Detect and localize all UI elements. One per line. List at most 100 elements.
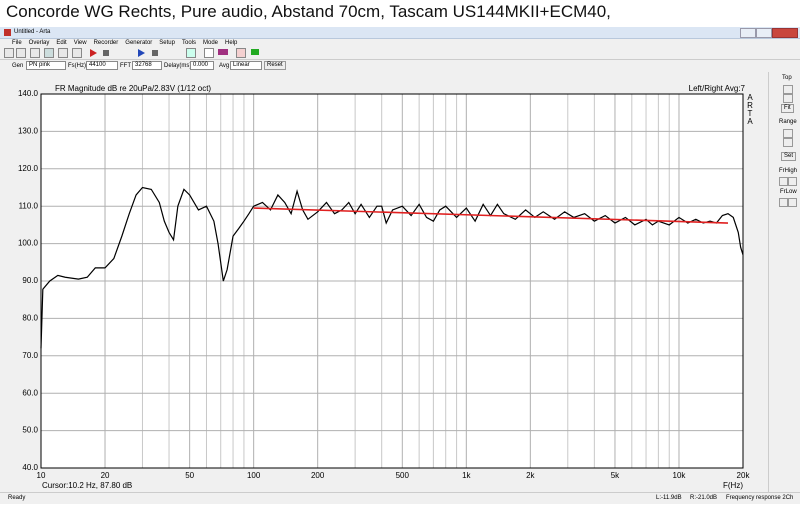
top-label: Top <box>782 75 792 81</box>
x-tick-label: 100 <box>247 471 261 480</box>
tool-g1[interactable] <box>186 48 196 58</box>
y-tick-label: 70.0 <box>22 351 38 360</box>
title-bar: Untitled - Arta <box>0 27 800 39</box>
y-tick-label: 100.0 <box>18 239 39 248</box>
avg-select[interactable]: Linear <box>230 61 262 70</box>
fs-label: Fs(Hz) <box>68 63 86 69</box>
y-tick-label: 120.0 <box>18 164 39 173</box>
menu-item[interactable]: View <box>73 40 87 46</box>
fft-label: FFT <box>120 63 131 69</box>
menu-item[interactable]: File <box>12 40 22 46</box>
range-label: Range <box>779 119 797 125</box>
tool-stop[interactable] <box>103 50 109 56</box>
delay-input[interactable]: 0.000 <box>190 61 214 70</box>
reset-button[interactable]: Reset <box>264 61 286 70</box>
chart-title: FR Magnitude dB re 20uPa/2.83V (1/12 oct… <box>55 84 211 93</box>
y-tick-label: 140.0 <box>18 89 39 98</box>
x-tick-label: 20 <box>101 471 110 480</box>
cursor-readout: Cursor:10.2 Hz, 87.80 dB <box>42 481 132 490</box>
tool-play-red[interactable] <box>90 49 97 57</box>
frlow-label: FrLow <box>780 189 797 195</box>
y-tick-label: 40.0 <box>22 463 38 472</box>
y-tick-label: 50.0 <box>22 426 38 435</box>
range-up[interactable] <box>783 129 793 138</box>
menu-item[interactable]: Help <box>225 40 238 46</box>
x-tick-label: 1k <box>462 471 471 480</box>
brand-letter: R <box>747 101 753 110</box>
tool-open[interactable] <box>16 48 26 58</box>
menu-item[interactable]: Generator <box>125 40 153 46</box>
caption: Concorde WG Rechts, Pure audio, Abstand … <box>6 2 611 21</box>
tool-1-12[interactable] <box>58 48 68 58</box>
tool-1-3[interactable] <box>44 48 54 58</box>
menu-item[interactable]: Recorder <box>93 40 119 46</box>
fft-select[interactable]: 32768 <box>132 61 162 70</box>
toolbar <box>0 47 800 60</box>
status-ready: Ready <box>8 495 26 501</box>
range-down[interactable] <box>783 138 793 147</box>
y-tick-label: 90.0 <box>22 276 38 285</box>
y-tick-label: 130.0 <box>18 127 39 136</box>
gen-label: Gen <box>12 63 24 69</box>
menu-item[interactable]: Setup <box>159 40 175 46</box>
side-panel: Top Fit Range Set FrHigh FrLow <box>768 72 800 492</box>
x-tick-label: 2k <box>526 471 535 480</box>
status-left: L:-11.9dB <box>656 495 682 501</box>
tool-smooth[interactable] <box>72 48 82 58</box>
minimize[interactable] <box>740 28 756 38</box>
top-down[interactable] <box>783 94 793 103</box>
tool-new[interactable] <box>4 48 14 58</box>
brand-letter: A <box>747 117 753 126</box>
avg-label: Avg <box>219 63 230 69</box>
menu-item[interactable]: Mode <box>203 40 219 46</box>
frhigh-left[interactable] <box>779 177 788 186</box>
gen-select[interactable]: PN pink <box>26 61 66 70</box>
tool-g5[interactable] <box>251 49 259 55</box>
x-tick-label: 50 <box>185 471 194 480</box>
y-tick-label: 60.0 <box>22 388 38 397</box>
menu-item[interactable]: Tools <box>181 40 196 46</box>
menu-item[interactable]: Edit <box>56 40 67 46</box>
x-tick-label: 10k <box>673 471 687 480</box>
x-tick-label: 500 <box>396 471 410 480</box>
delay-label: Delay(ms) <box>164 63 192 69</box>
tool-g4[interactable] <box>236 48 246 58</box>
brand-letter: A <box>747 93 753 102</box>
y-tick-label: 110.0 <box>19 201 39 210</box>
x-tick-label: 20k <box>737 471 751 480</box>
set-button[interactable]: Set <box>781 152 797 161</box>
status-right: R:-21.0dB <box>690 495 718 501</box>
frlow-left[interactable] <box>779 198 788 207</box>
tool-g3[interactable] <box>218 49 228 55</box>
frhigh-label: FrHigh <box>779 168 798 174</box>
menu-item[interactable]: Overlay <box>28 40 50 46</box>
tool-stop-2[interactable] <box>152 50 158 56</box>
fit-button[interactable]: Fit <box>781 104 794 113</box>
frlow-right[interactable] <box>788 198 797 207</box>
y-tick-label: 80.0 <box>22 314 38 323</box>
fs-select[interactable]: 44100 <box>86 61 118 70</box>
data-line <box>253 207 729 224</box>
x-tick-label: 200 <box>311 471 325 480</box>
brand-letter: T <box>748 109 753 118</box>
status-bar: Ready L:-11.9dB R:-21.0dB Frequency resp… <box>0 492 800 504</box>
menu-bar: File Overlay Edit View Recorder Generator Setu… <box>0 39 800 47</box>
annotation: Left/Right Avg:7 <box>689 84 746 93</box>
tool-play-blue[interactable] <box>138 49 145 57</box>
status-mode: Frequency response 2Ch <box>726 495 794 501</box>
x-tick-label: 10 <box>37 471 46 480</box>
x-axis-label: F(Hz) <box>723 481 743 490</box>
chart: FR Magnitude dB re 20uPa/2.83V (1/12 oct… <box>18 84 753 490</box>
tool-g2[interactable] <box>204 48 214 58</box>
top-up[interactable] <box>783 85 793 94</box>
app-icon <box>4 29 11 36</box>
frhigh-right[interactable] <box>788 177 797 186</box>
maximize[interactable] <box>756 28 772 38</box>
x-tick-label: 5k <box>611 471 620 480</box>
tool-1-1[interactable] <box>30 48 40 58</box>
plot-area <box>40 93 744 469</box>
window-title: Untitled - Arta <box>14 29 51 35</box>
close[interactable] <box>772 28 798 38</box>
